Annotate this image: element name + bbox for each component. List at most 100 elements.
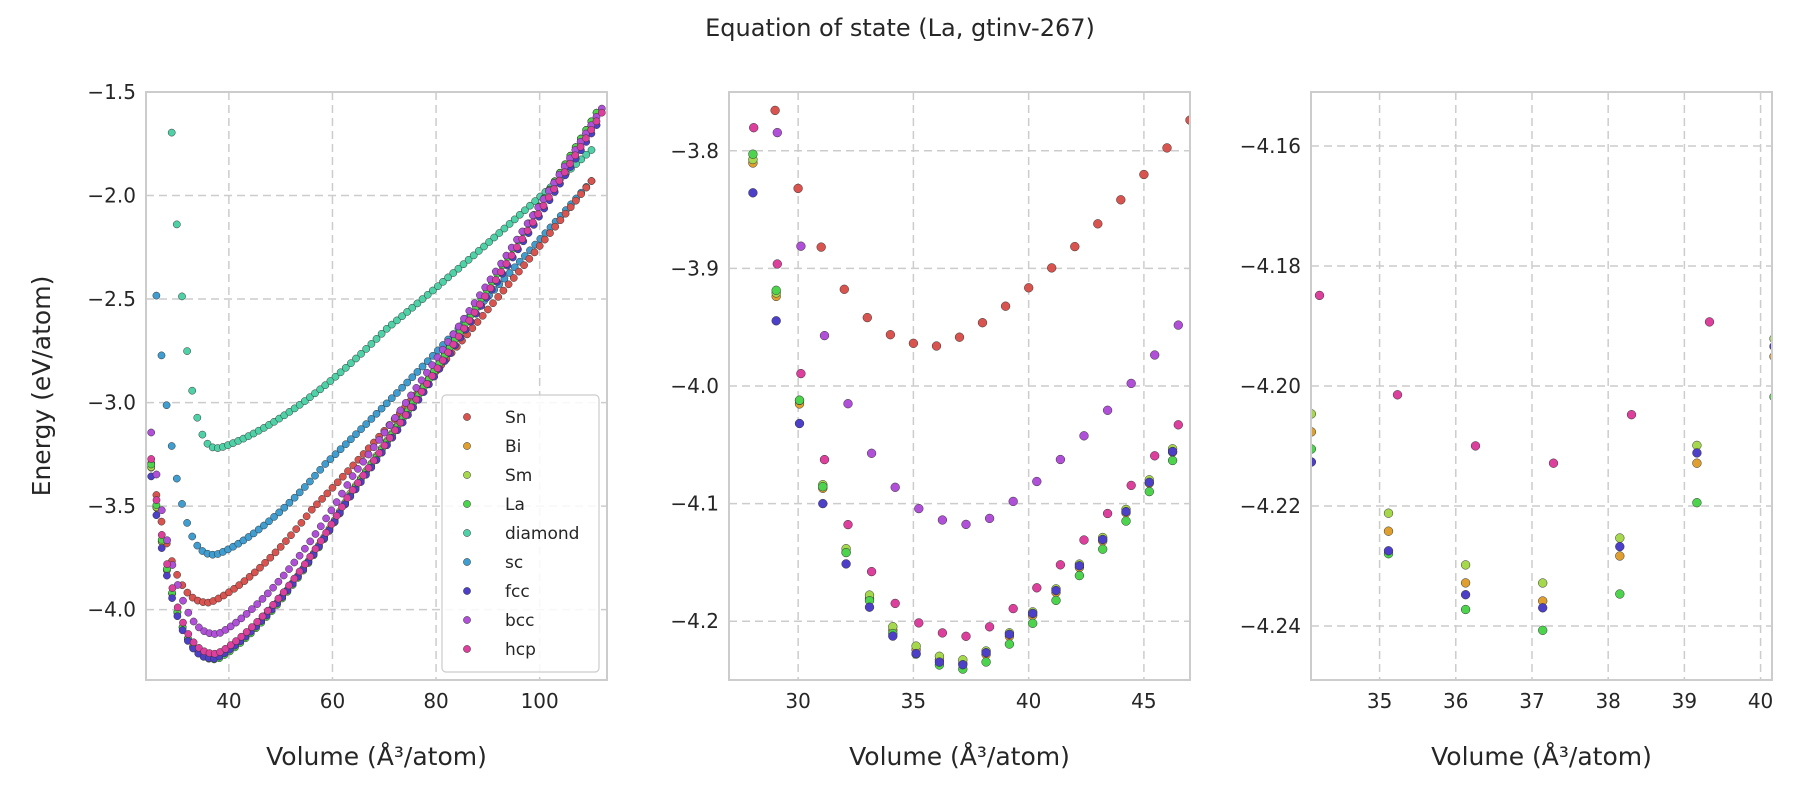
point-Sn — [1070, 241, 1080, 252]
point-hcp — [544, 193, 553, 202]
legend-label-Bi: Bi — [505, 437, 521, 457]
point-Sn — [1000, 301, 1011, 311]
point-Sm — [1769, 334, 1772, 343]
point-diamond — [515, 210, 524, 219]
point-diamond — [398, 312, 406, 321]
point-bcc — [152, 470, 161, 479]
point-diamond — [321, 381, 330, 390]
point-sc — [352, 430, 360, 439]
point-bcc — [189, 617, 198, 626]
point-diamond — [505, 220, 514, 228]
legend-label-fcc: fcc — [505, 582, 530, 602]
point-Sn — [240, 577, 249, 585]
point-diamond — [464, 255, 473, 264]
point-bcc — [242, 610, 251, 618]
point-sc — [280, 503, 289, 512]
point-fcc — [1769, 342, 1772, 351]
point-bcc — [407, 391, 415, 400]
point-hcp — [587, 125, 596, 134]
point-hcp — [354, 478, 362, 487]
point-hcp — [226, 641, 235, 649]
point-La — [1074, 570, 1085, 581]
point-sc — [367, 415, 376, 423]
point-Bi — [1192, 415, 1201, 424]
point-bcc — [332, 498, 341, 506]
point-diamond — [198, 430, 207, 439]
point-diamond — [510, 215, 519, 224]
point-diamond — [423, 290, 432, 299]
point-Sn — [344, 467, 352, 475]
x-tick-label: 40 — [216, 689, 241, 713]
point-hcp — [481, 292, 490, 301]
point-sc — [270, 513, 278, 521]
point-hcp — [1008, 603, 1018, 614]
point-Sn — [499, 286, 508, 295]
point-fcc — [1051, 585, 1061, 596]
point-fcc — [152, 511, 161, 520]
point-Bi — [1383, 526, 1394, 536]
point-hcp — [269, 600, 277, 609]
legend-marker-hcp — [463, 645, 471, 653]
y-tick-label: −4.16 — [1240, 134, 1301, 158]
point-Sn — [323, 489, 332, 498]
point-hcp — [348, 486, 357, 494]
point-diamond — [367, 340, 376, 348]
point-hcp — [597, 108, 606, 117]
point-sc — [260, 521, 268, 530]
point-hcp — [274, 594, 283, 603]
point-sc — [157, 351, 166, 360]
point-bcc — [354, 465, 362, 473]
point-diamond — [172, 220, 181, 229]
point-diamond — [341, 363, 350, 372]
point-Sn — [525, 254, 534, 263]
point-bcc — [1126, 378, 1136, 389]
point-sc — [295, 488, 304, 497]
point-hcp — [513, 243, 521, 252]
point-La — [794, 395, 805, 405]
legend-label-sc: sc — [505, 553, 523, 573]
point-diamond — [500, 224, 509, 233]
point-sc — [265, 517, 273, 526]
y-tick-label: −3.8 — [670, 139, 719, 163]
x-axis-label: Volume (Å³/atom) — [1431, 742, 1652, 771]
point-Sn — [1209, 87, 1218, 96]
point-hcp — [242, 628, 251, 636]
point-hcp — [529, 218, 537, 227]
point-fcc — [163, 571, 171, 580]
point-sc — [167, 442, 176, 450]
point-hcp — [343, 494, 352, 502]
point-La — [1460, 604, 1471, 615]
point-fcc — [1383, 546, 1394, 556]
point-diamond — [434, 282, 442, 291]
point-Sn — [551, 222, 560, 231]
point-Sn — [297, 518, 306, 527]
point-hcp — [507, 251, 516, 260]
point-Sn — [484, 305, 492, 314]
point-diamond — [352, 354, 360, 363]
point-sc — [393, 389, 401, 397]
legend-marker-La — [463, 500, 471, 508]
point-Sn — [282, 537, 290, 545]
point-Sn — [292, 525, 301, 533]
point-hcp — [1126, 480, 1136, 491]
point-bcc — [396, 406, 405, 415]
point-Sn — [520, 261, 528, 270]
point-hcp — [796, 368, 806, 379]
point-Sn — [515, 267, 523, 276]
point-Sn — [494, 293, 503, 301]
point-Sn — [333, 478, 342, 487]
point-hcp — [1704, 317, 1715, 327]
point-diamond — [454, 264, 463, 273]
point-hcp — [1032, 583, 1042, 593]
point-hcp — [428, 372, 437, 380]
point-diamond — [203, 439, 212, 448]
point-La — [818, 482, 828, 492]
point-hcp — [497, 268, 505, 276]
point-La — [1098, 544, 1108, 554]
point-Sn — [954, 332, 965, 342]
point-hcp — [476, 300, 484, 309]
point-sc — [311, 471, 319, 480]
point-bcc — [364, 450, 373, 459]
point-diamond — [311, 389, 319, 398]
point-Sn — [271, 548, 280, 557]
